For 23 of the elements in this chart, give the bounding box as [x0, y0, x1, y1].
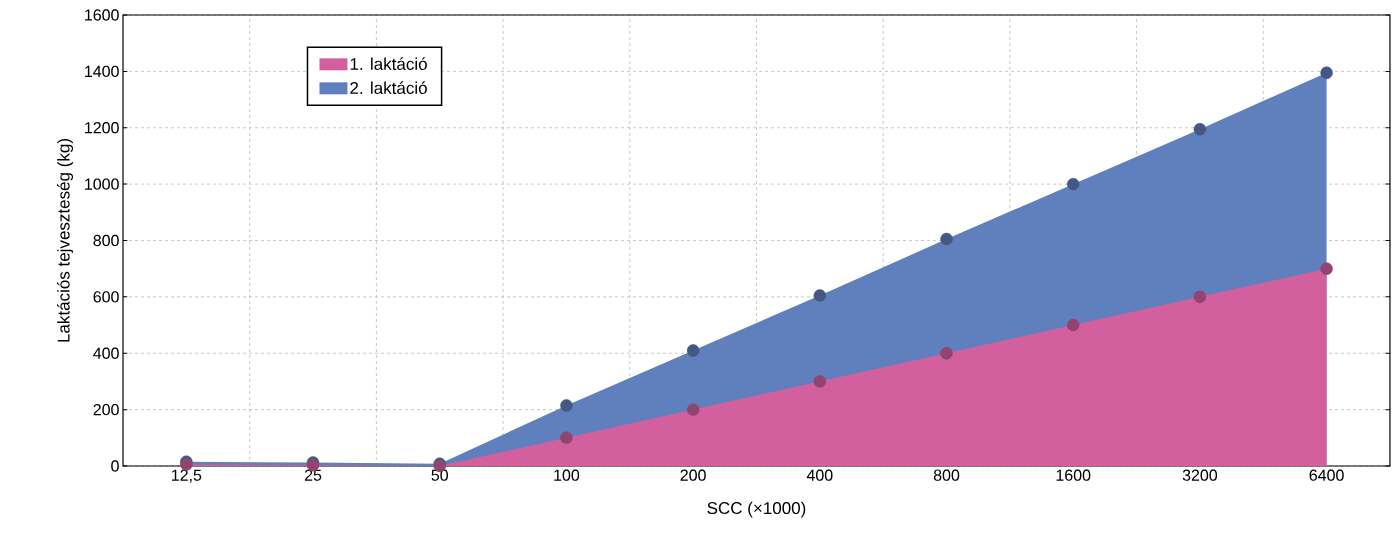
x-tick-label: 12,5: [172, 469, 202, 483]
y-tick-label: 1000: [85, 178, 119, 190]
x-tick-label: 50: [431, 469, 449, 481]
x-tick-label: 400: [806, 469, 833, 481]
y-tick-label: 200: [93, 403, 119, 416]
x-axis-title: SCC (×1000): [707, 501, 806, 518]
x-tick-label: 25: [304, 469, 322, 481]
y-tick-label: 1400: [85, 65, 119, 78]
x-tick-label: 1600: [1056, 469, 1091, 481]
y-tick-label: 0: [111, 460, 119, 472]
y-axis-title: Laktációs tejveszteség (kg): [56, 139, 74, 342]
y-tick-label: 400: [93, 347, 119, 359]
x-tick-label: 200: [680, 469, 706, 481]
y-tick-label: 800: [93, 234, 119, 247]
y-tick-label: 1200: [85, 122, 119, 134]
x-tick-label: 3200: [1182, 469, 1218, 481]
y-tick-label: 1600: [85, 9, 119, 21]
x-tick-label: 6400: [1309, 469, 1344, 481]
legend-label: 1. laktáció: [350, 57, 427, 71]
y-tick-label: 600: [93, 291, 119, 303]
x-tick-label: 100: [554, 469, 580, 481]
x-tick-label: 800: [933, 469, 960, 481]
legend-label: 2. laktáció: [350, 81, 427, 95]
